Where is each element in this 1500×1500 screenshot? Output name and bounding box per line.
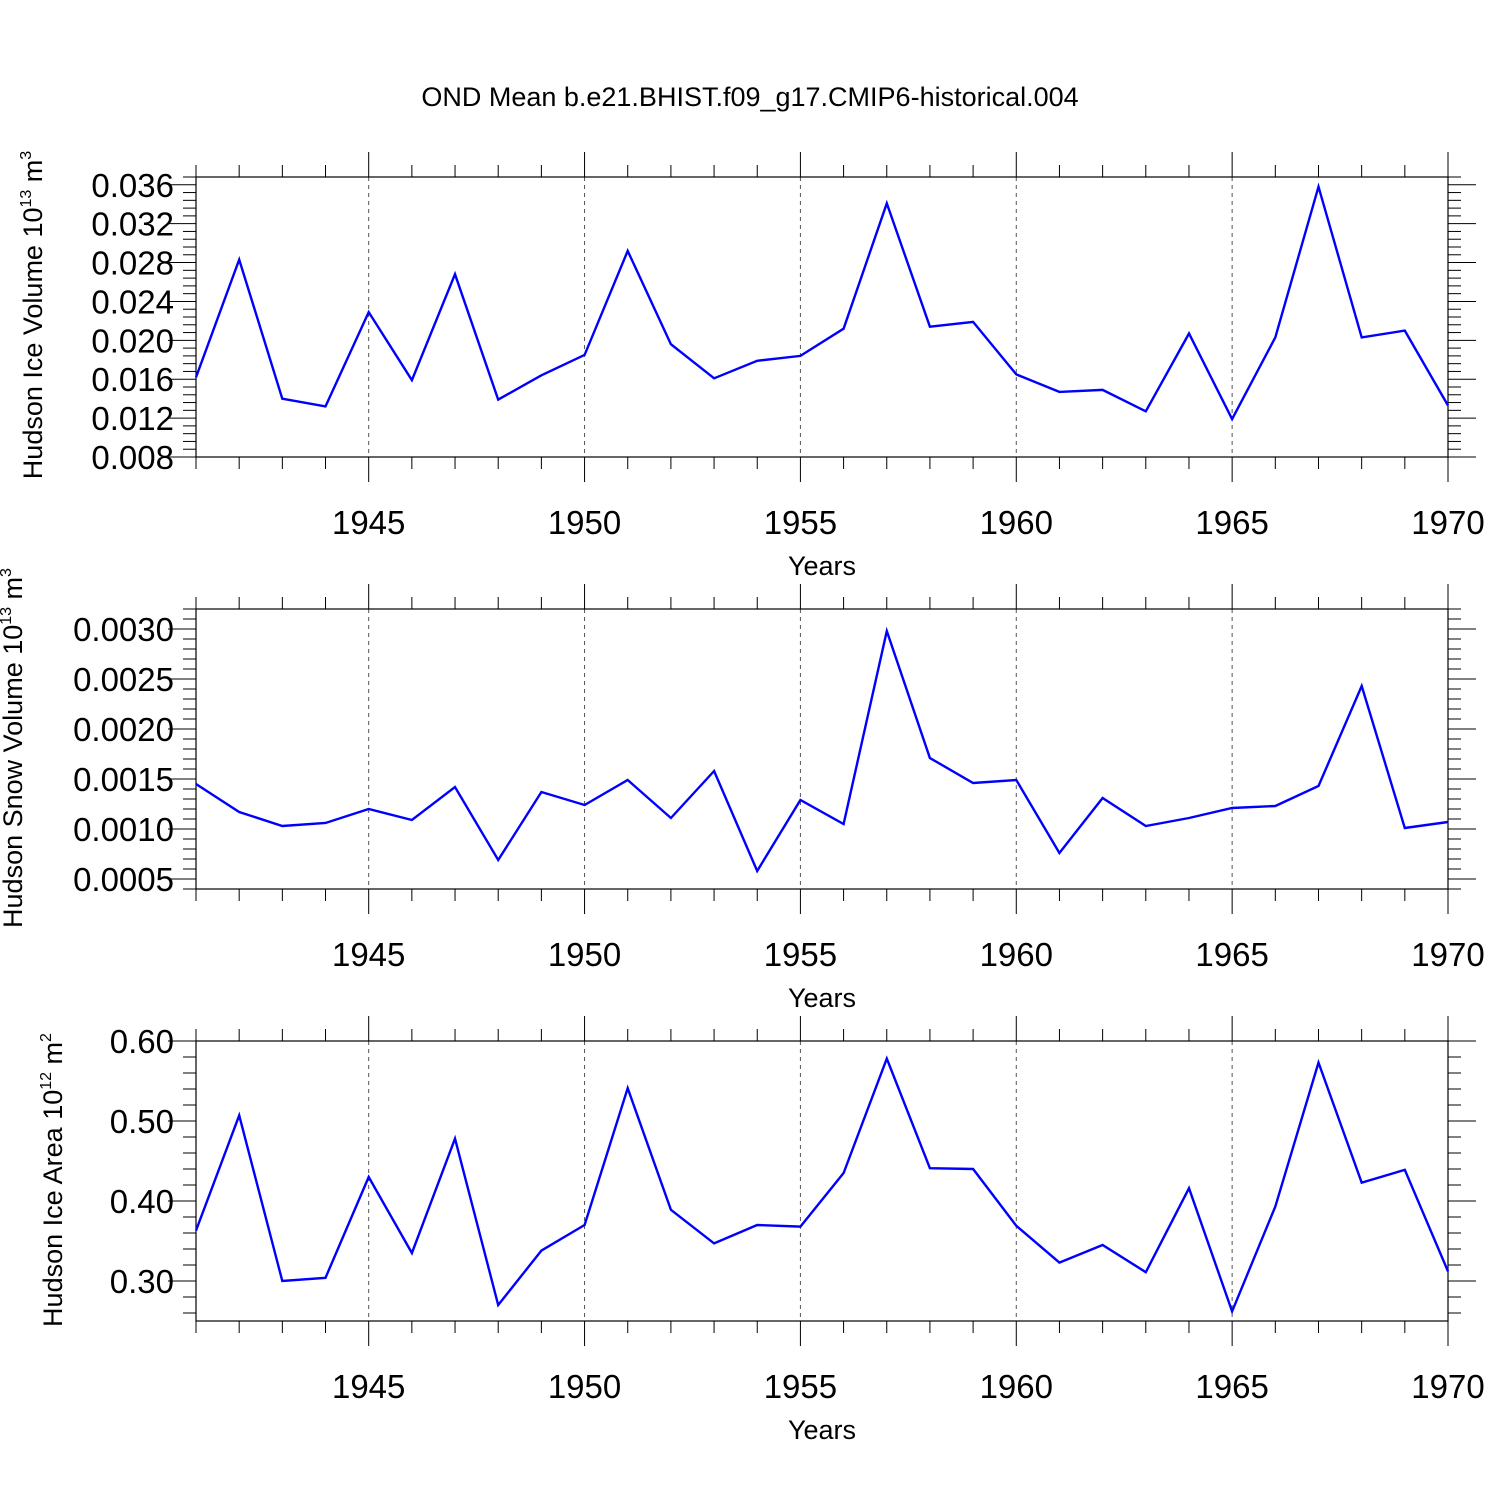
y-tick-label: 0.0025 — [73, 661, 174, 698]
x-tick-label: 1950 — [548, 1368, 621, 1405]
x-tick-label: 1960 — [980, 1368, 1053, 1405]
panel-snow-volume: 1945 1950 1955 1960 1965 1970 Years 0.0005 0.001… — [0, 568, 1485, 1013]
x-tick-label: 1965 — [1195, 936, 1268, 973]
y-tick-label: 0.0030 — [73, 611, 174, 648]
x-tick-label: 1950 — [548, 504, 621, 541]
y-tick-label: 0.0010 — [73, 811, 174, 848]
x-tick-label: 1960 — [980, 504, 1053, 541]
y-axis-label: Hudson Ice Volume 1013 m3 — [18, 151, 48, 479]
x-tick-label: 1965 — [1195, 1368, 1268, 1405]
panel-ice-area: 1945 1950 1955 1960 1965 1970 Years 0.30 0.40 0.5… — [38, 1016, 1485, 1445]
y-tick-label: 0.032 — [91, 206, 174, 243]
y-tick-label: 0.028 — [91, 245, 174, 282]
y-tick-label: 0.60 — [110, 1023, 174, 1060]
y-tick-label: 0.036 — [91, 167, 174, 204]
plot-frame — [195, 176, 1449, 458]
series-line — [194, 1055, 1450, 1315]
y-tick-label: 0.008 — [91, 439, 174, 476]
x-tick-label: 1970 — [1411, 504, 1484, 541]
x-axis-label: Years — [788, 1415, 856, 1445]
y-tick-label: 0.024 — [91, 283, 174, 320]
series-line — [195, 626, 1449, 874]
x-tick-label: 1955 — [764, 1368, 837, 1405]
y-tick-label: 0.0020 — [73, 711, 174, 748]
y-tick-label: 0.012 — [91, 400, 174, 437]
y-axis-label: Hudson Snow Volume 1013 m3 — [0, 568, 28, 928]
figure-title: OND Mean b.e21.BHIST.f09_g17.CMIP6-histo… — [421, 82, 1078, 112]
x-tick-label: 1945 — [332, 1368, 405, 1405]
x-axis-label: Years — [788, 551, 856, 581]
x-tick-label: 1970 — [1411, 1368, 1484, 1405]
x-tick-label: 1950 — [548, 936, 621, 973]
y-tick-label: 0.0005 — [73, 861, 174, 898]
y-axis-label: Hudson Ice Area 1012 m2 — [38, 1033, 68, 1327]
plot-frame — [195, 1040, 1449, 1322]
y-tick-label: 0.40 — [110, 1183, 174, 1220]
x-tick-label: 1965 — [1195, 504, 1268, 541]
series-line — [194, 182, 1450, 422]
panel-ice-volume: 1945 1950 1955 1960 1965 1970Years0.0080.0120… — [18, 151, 1485, 581]
y-tick-label: 0.30 — [110, 1263, 174, 1300]
x-tick-label: 1945 — [332, 504, 405, 541]
y-tick-label: 0.0015 — [73, 761, 174, 798]
x-tick-label: 1955 — [764, 504, 837, 541]
x-tick-label: 1970 — [1411, 936, 1484, 973]
y-tick-label: 0.50 — [110, 1103, 174, 1140]
x-tick-label: 1955 — [764, 936, 837, 973]
x-tick-label: 1945 — [332, 936, 405, 973]
y-tick-label: 0.020 — [91, 322, 174, 359]
y-tick-label: 0.016 — [91, 361, 174, 398]
plot-frame — [195, 608, 1449, 890]
x-tick-label: 1960 — [980, 936, 1053, 973]
x-axis-label: Years — [788, 983, 856, 1013]
